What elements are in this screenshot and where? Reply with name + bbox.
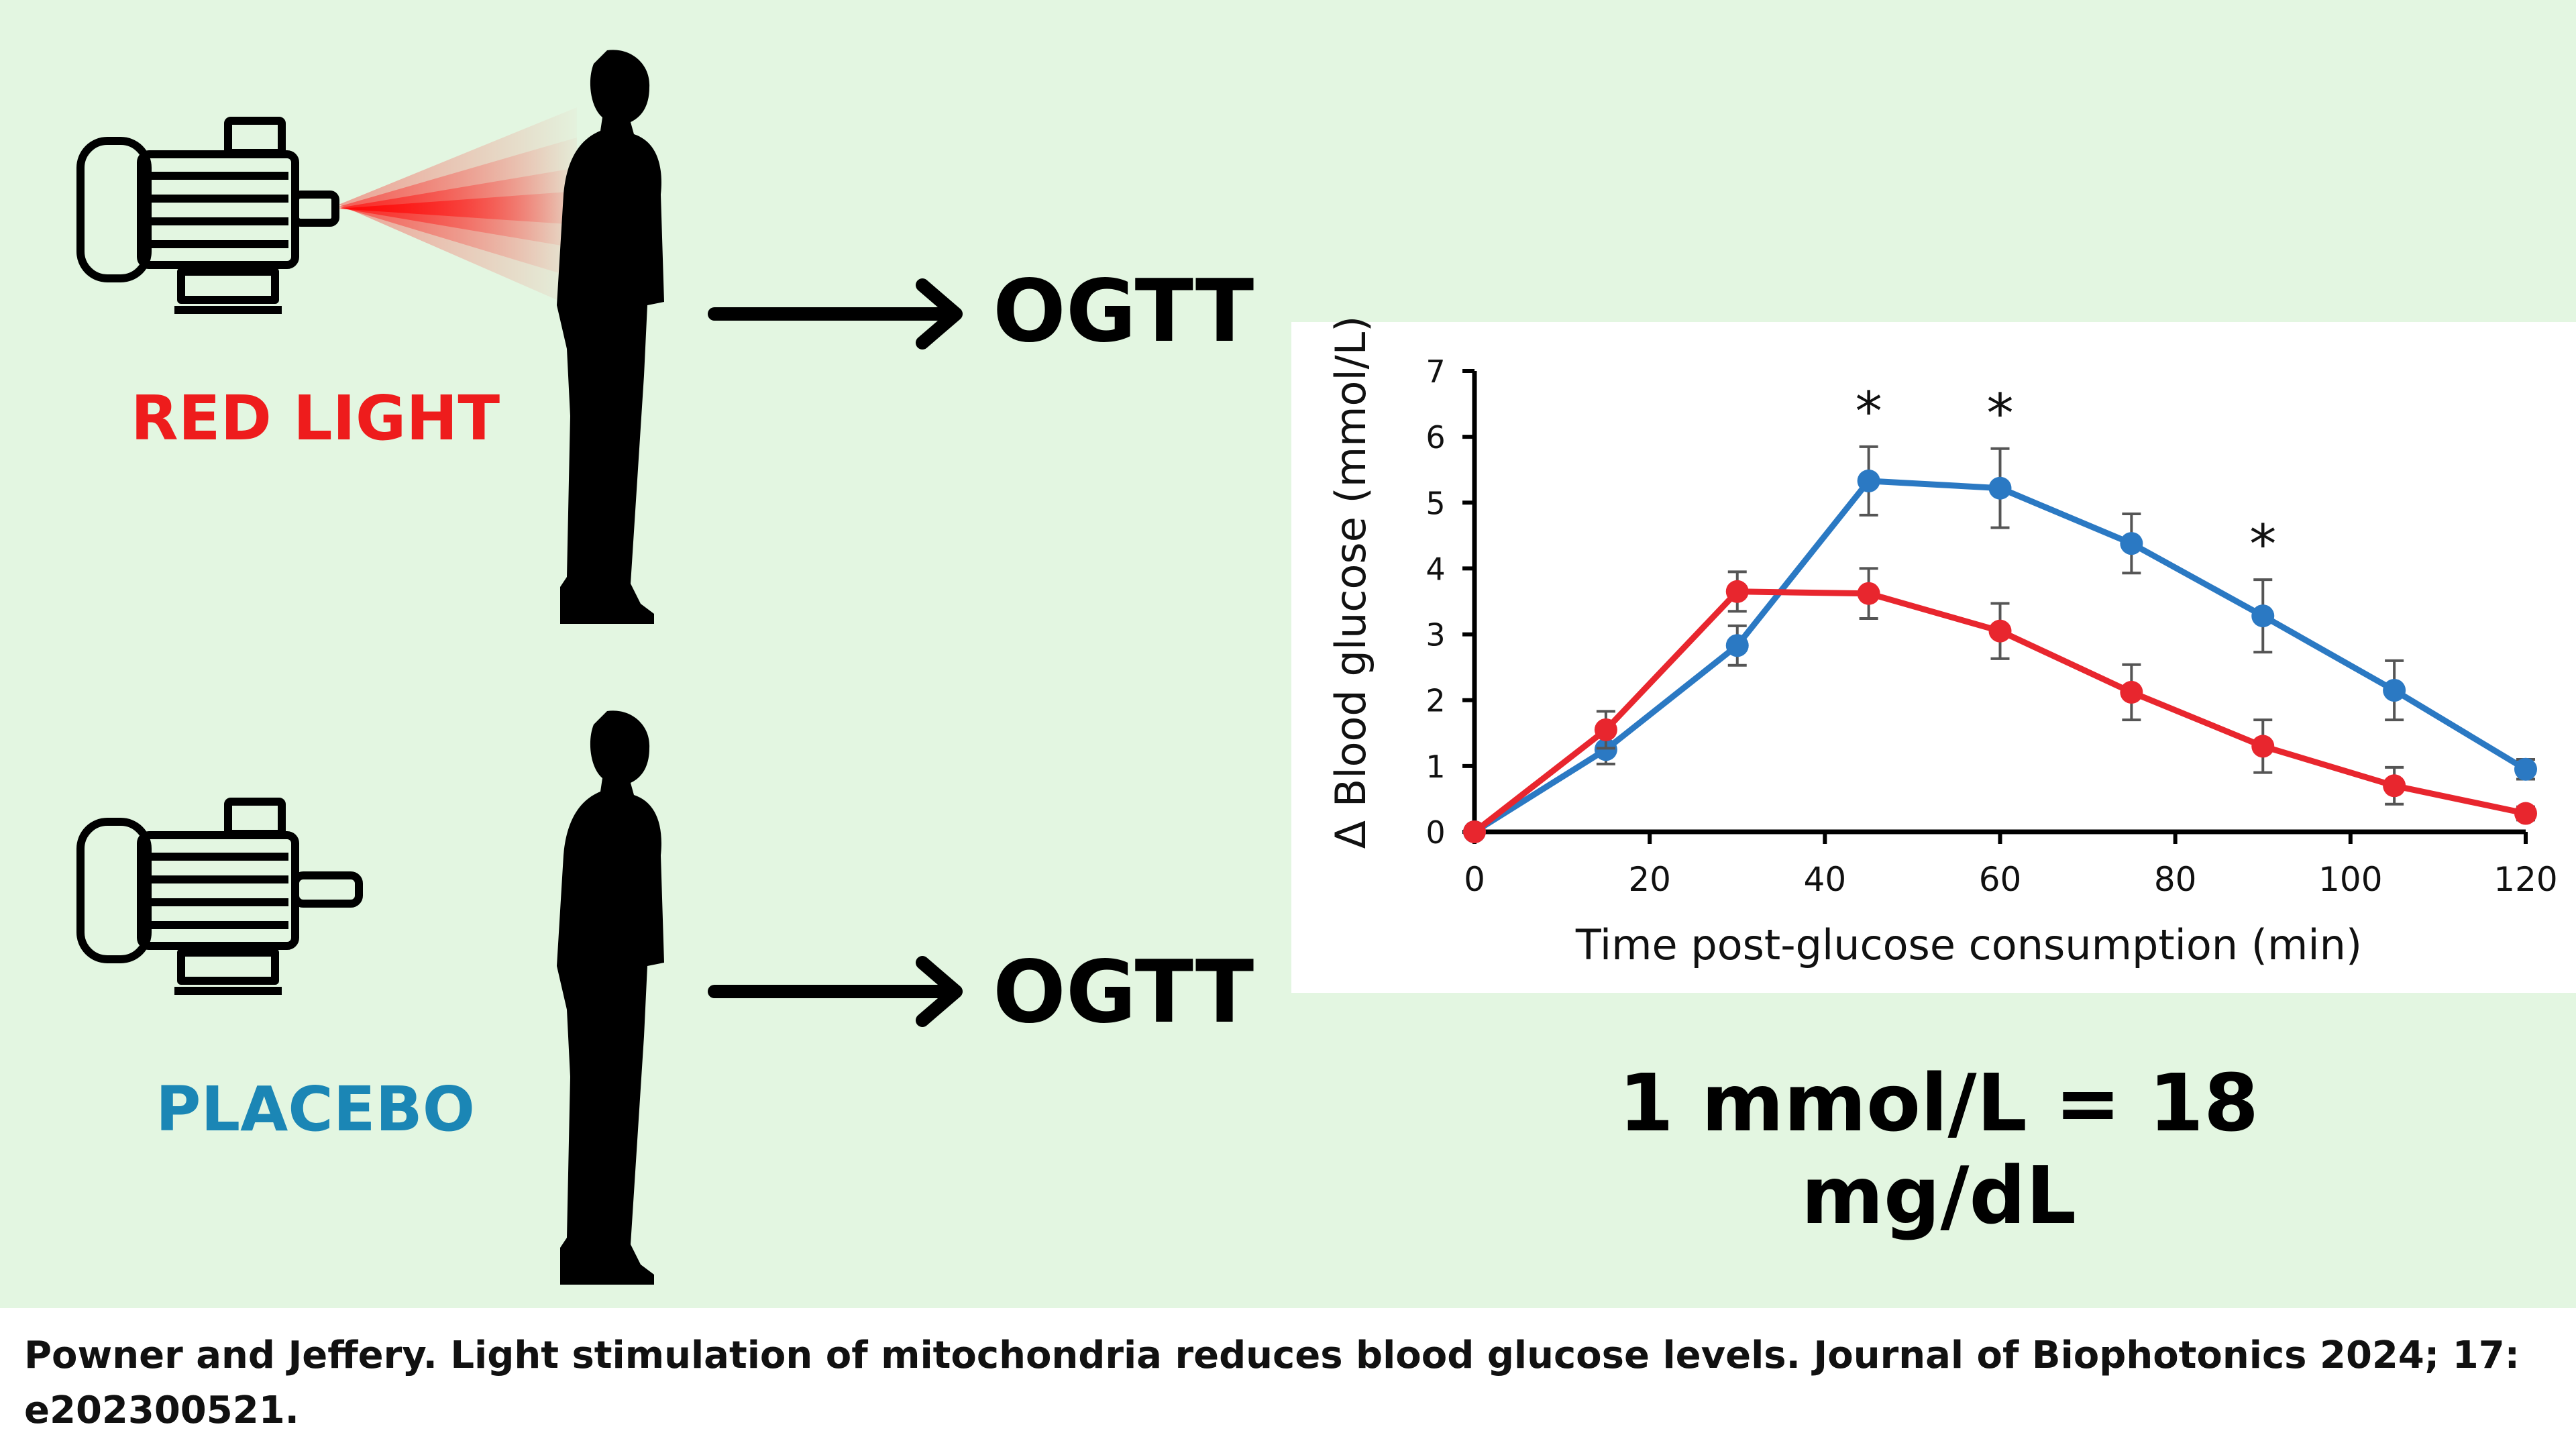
data-point bbox=[1857, 469, 1880, 492]
data-point bbox=[2514, 757, 2537, 781]
red-light-beam bbox=[339, 107, 577, 309]
data-point bbox=[2383, 774, 2406, 798]
data-point bbox=[1857, 582, 1880, 605]
red-light-label: RED LIGHT bbox=[130, 382, 500, 454]
data-point bbox=[1725, 580, 1749, 603]
x-tick-label: 40 bbox=[1804, 860, 1847, 899]
data-point bbox=[1463, 820, 1486, 843]
person-silhouette-icon bbox=[557, 50, 664, 624]
light-device-icon bbox=[76, 798, 363, 995]
y-tick-label: 5 bbox=[1426, 485, 1445, 521]
y-tick-label: 1 bbox=[1426, 749, 1445, 785]
ogtt-label-top: OGTT bbox=[993, 262, 1254, 362]
person-silhouette-icon bbox=[557, 710, 664, 1285]
data-point bbox=[1988, 476, 2012, 500]
y-tick-label: 2 bbox=[1426, 683, 1445, 719]
y-axis-label: Δ Blood glucose (mmol/L) bbox=[1326, 316, 1375, 849]
data-point bbox=[2514, 802, 2537, 825]
y-tick-label: 3 bbox=[1426, 617, 1445, 653]
x-tick-label: 20 bbox=[1628, 860, 1671, 899]
significance-star: * bbox=[2249, 513, 2276, 576]
arrow-right-icon bbox=[708, 956, 963, 1027]
data-point bbox=[1988, 619, 2012, 643]
citation: Powner and Jeffery. Light stimulation of… bbox=[24, 1334, 2520, 1432]
y-tick-label: 6 bbox=[1426, 419, 1445, 455]
y-tick-label: 0 bbox=[1426, 814, 1445, 851]
arrow-right-icon bbox=[708, 278, 963, 350]
data-point bbox=[2251, 604, 2275, 628]
x-tick-label: 120 bbox=[2493, 860, 2557, 899]
x-tick-label: 0 bbox=[1464, 860, 1485, 899]
data-point bbox=[2383, 678, 2406, 702]
chart-axes: 0 20 40 60 80 100 120 0 1 2 3 4 5 6 7 bbox=[1426, 354, 2557, 899]
conversion-note: 1 mmol/L = 18 mg/dL bbox=[1618, 1057, 2259, 1242]
data-point bbox=[1725, 634, 1749, 657]
y-tick-label: 7 bbox=[1426, 354, 1445, 390]
data-point bbox=[2251, 735, 2275, 758]
light-device-icon bbox=[76, 117, 339, 314]
placebo-label: PLACEBO bbox=[156, 1073, 475, 1145]
chart-background bbox=[1291, 322, 2576, 993]
significance-star: * bbox=[1856, 380, 1882, 443]
data-point bbox=[2120, 680, 2143, 704]
data-point bbox=[1594, 718, 1617, 741]
x-tick-label: 80 bbox=[2154, 860, 2197, 899]
x-tick-label: 60 bbox=[1979, 860, 2022, 899]
ogtt-label-bottom: OGTT bbox=[993, 943, 1254, 1042]
significance-star: * bbox=[1987, 382, 2014, 445]
chart-marks: * * * bbox=[1463, 380, 2537, 843]
x-tick-label: 100 bbox=[2318, 860, 2382, 899]
y-tick-label: 4 bbox=[1426, 551, 1445, 587]
data-point bbox=[2120, 532, 2143, 555]
x-axis-label: Time post-glucose consumption (min) bbox=[1575, 920, 2362, 969]
